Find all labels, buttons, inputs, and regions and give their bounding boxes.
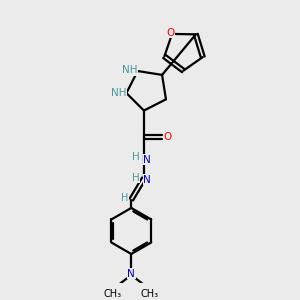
Text: N: N — [128, 268, 135, 279]
Text: O: O — [163, 132, 171, 142]
Text: O: O — [167, 28, 175, 38]
Text: NH: NH — [122, 65, 137, 76]
Text: H: H — [132, 172, 140, 183]
Text: H: H — [132, 152, 140, 162]
Text: H: H — [122, 193, 129, 203]
Text: N: N — [143, 155, 151, 165]
Text: N: N — [143, 175, 151, 185]
Text: NH: NH — [111, 88, 126, 98]
Text: CH₃: CH₃ — [104, 289, 122, 299]
Text: CH₃: CH₃ — [140, 289, 159, 299]
